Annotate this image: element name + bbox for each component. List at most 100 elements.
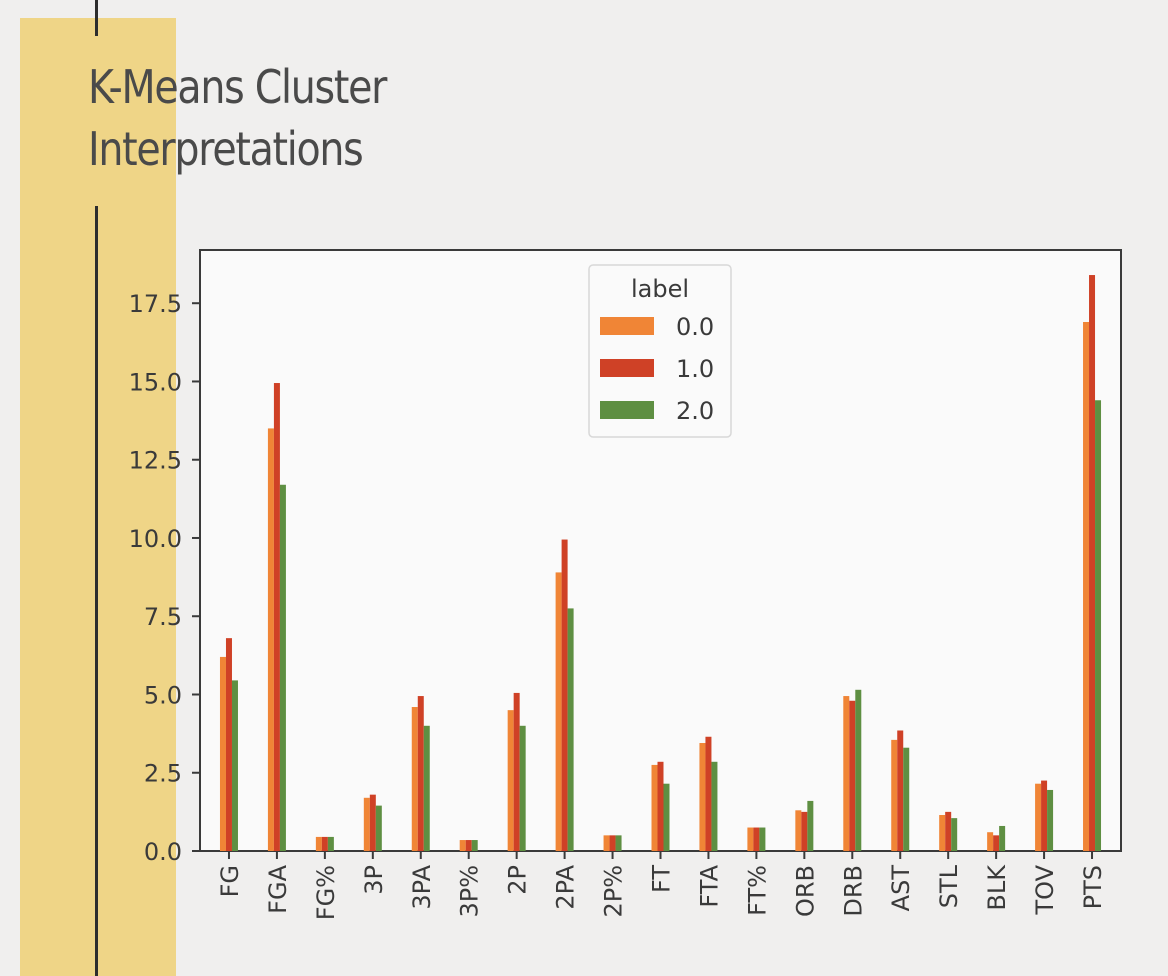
bar-3p-series-2 [375, 805, 382, 851]
bar-stl-series-0 [939, 815, 946, 851]
legend-label: 2.0 [676, 397, 714, 425]
y-tick-label: 10.0 [129, 525, 182, 553]
y-tick-label: 12.5 [129, 447, 182, 475]
y-tick-label: 17.5 [129, 290, 182, 318]
bar-drb-series-2 [855, 689, 862, 851]
legend-swatch [600, 401, 654, 419]
bar-drb-series-0 [843, 696, 850, 851]
bar-ast-series-0 [891, 739, 898, 851]
bar-3p-pct-series-1 [465, 840, 472, 851]
x-tick-label: 2P% [600, 865, 628, 918]
x-tick-label: STL [935, 864, 963, 908]
legend-swatch [600, 317, 654, 335]
bar-2pa-series-0 [555, 572, 562, 851]
bar-fta-series-0 [699, 743, 706, 851]
bar-fg-pct-series-1 [321, 836, 328, 851]
legend-swatch [600, 359, 654, 377]
bar-ast-series-1 [897, 730, 904, 851]
bar-fg-pct-series-0 [315, 836, 322, 851]
bar-fga-series-2 [279, 484, 286, 851]
bar-2pa-series-1 [561, 539, 568, 851]
bar-pts-series-1 [1089, 275, 1096, 852]
x-tick-label: 3PA [408, 864, 436, 909]
bar-stl-series-2 [951, 818, 958, 851]
x-tick-label: 3P% [456, 865, 484, 918]
x-tick-label: AST [887, 865, 915, 912]
bars-group [219, 275, 1102, 852]
bar-fg-pct-series-2 [327, 836, 334, 851]
x-tick-label: FTA [695, 864, 723, 907]
bar-3pa-series-2 [423, 725, 430, 851]
y-tick-label: 5.0 [144, 681, 182, 709]
bar-orb-series-2 [807, 800, 814, 851]
bar-ft-series-0 [651, 764, 658, 851]
bar-blk-series-0 [987, 832, 994, 851]
bar-ft-series-2 [663, 783, 670, 851]
x-tick-label: BLK [983, 864, 1011, 911]
bar-fta-series-1 [705, 736, 712, 851]
bar-stl-series-1 [945, 811, 952, 851]
slide-title-line-1: K-Means Cluster [88, 60, 387, 114]
bar-3pa-series-1 [417, 696, 424, 851]
bar-ast-series-2 [903, 747, 910, 851]
bar-ft-pct-series-2 [759, 827, 766, 851]
y-tick-label: 2.5 [144, 760, 182, 788]
x-tick-label: FG [216, 865, 244, 897]
x-tick-label: 2P [504, 865, 532, 895]
bar-fta-series-2 [711, 761, 718, 851]
x-tick-label: PTS [1079, 865, 1107, 909]
bar-orb-series-0 [795, 810, 802, 851]
x-tick-label: FT% [743, 865, 771, 916]
bar-blk-series-1 [993, 835, 1000, 851]
x-tick-label: FG% [312, 865, 340, 920]
y-axis: 0.0 2.5 5.0 7.5 10.0 12.5 15.0 17.5 [129, 290, 200, 866]
bar-2p-series-2 [519, 725, 526, 851]
bar-ft-series-1 [657, 761, 664, 851]
x-axis: FG FGA FG% 3P 3PA 3P% 2P 2PA 2P% FT FTA FT% ORB DRB AS… [216, 851, 1107, 920]
legend-label: 1.0 [676, 355, 714, 383]
bar-fga-series-0 [267, 428, 274, 851]
bar-2p-pct-series-2 [615, 835, 622, 851]
x-tick-label: ORB [791, 865, 819, 917]
x-tick-label: TOV [1031, 864, 1059, 915]
bar-2p-series-1 [513, 692, 520, 851]
bar-blk-series-2 [999, 825, 1006, 851]
bar-3p-series-1 [369, 794, 376, 851]
bar-drb-series-1 [849, 700, 856, 851]
slide-title: K-Means Cluster Interpretations [88, 56, 621, 180]
slide-title-line-2: Interpretations [88, 122, 364, 176]
bar-ft-pct-series-1 [753, 827, 760, 851]
bar-fg-series-1 [225, 638, 232, 851]
accent-band [20, 18, 176, 976]
bar-tov-series-0 [1035, 783, 1042, 851]
bar-2pa-series-2 [567, 608, 574, 851]
bar-3p-pct-series-2 [471, 840, 478, 851]
bar-3p-series-0 [363, 797, 370, 851]
bar-pts-series-0 [1083, 321, 1090, 852]
bar-fg-series-2 [231, 680, 238, 851]
x-tick-label: 3P [360, 865, 388, 895]
x-tick-label: DRB [839, 865, 867, 917]
legend: label 0.0 1.0 2.0 [588, 264, 732, 438]
legend-label: 0.0 [676, 313, 714, 341]
bar-ft-pct-series-0 [747, 827, 754, 851]
divider-line-bottom [95, 206, 98, 976]
bar-orb-series-1 [801, 811, 808, 851]
bar-2p-series-0 [507, 710, 514, 851]
legend-box [588, 264, 732, 438]
divider-line-top [95, 0, 98, 36]
x-tick-label: 2PA [552, 864, 580, 909]
bar-2p-pct-series-1 [609, 835, 616, 851]
bar-3pa-series-0 [411, 707, 418, 851]
bar-3p-pct-series-0 [459, 840, 466, 851]
y-tick-label: 7.5 [144, 603, 182, 631]
x-tick-label: FGA [264, 864, 292, 913]
y-tick-label: 15.0 [129, 368, 182, 396]
bar-tov-series-2 [1047, 789, 1054, 851]
x-tick-label: FT [648, 865, 676, 893]
y-tick-label: 0.0 [144, 838, 182, 866]
bar-fg-series-0 [219, 656, 226, 851]
bar-tov-series-1 [1041, 780, 1048, 851]
bar-pts-series-2 [1095, 400, 1102, 851]
